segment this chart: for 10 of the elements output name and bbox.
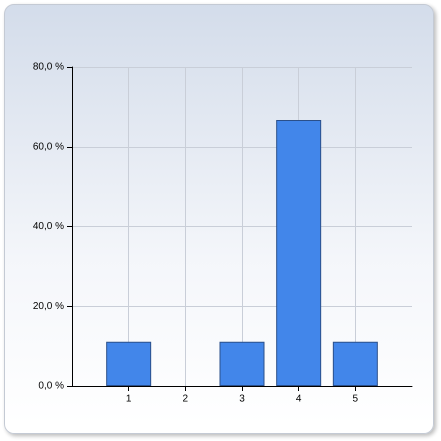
x-tick-label: 1 [126,394,132,404]
y-tick-label: 60,0 % [32,141,64,152]
x-tick-label: 2 [182,394,189,404]
y-tick-label: 0,0 % [38,380,64,392]
y-tick-label: 20,0 % [32,300,64,312]
y-tick-label: 40,0 % [32,221,64,232]
x-tick-label: 4 [296,394,302,404]
y-tick-label: 80,0 % [32,62,64,72]
x-tick-label: 3 [239,394,246,404]
x-tick-label: 5 [352,394,359,404]
